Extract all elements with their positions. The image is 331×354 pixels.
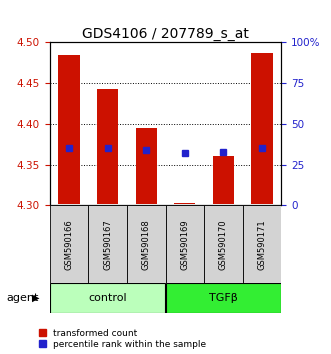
- Bar: [58, 55, 79, 204]
- Bar: [252, 53, 273, 204]
- Text: GSM590168: GSM590168: [142, 219, 151, 270]
- Text: GSM590167: GSM590167: [103, 219, 112, 270]
- Bar: [213, 156, 234, 204]
- Bar: [50, 205, 88, 283]
- Text: control: control: [88, 293, 127, 303]
- Text: GSM590170: GSM590170: [219, 219, 228, 270]
- Bar: [174, 203, 195, 204]
- Legend: transformed count, percentile rank within the sample: transformed count, percentile rank withi…: [38, 328, 207, 349]
- Bar: [166, 283, 281, 313]
- Bar: [88, 205, 127, 283]
- Bar: [166, 205, 204, 283]
- Text: GSM590166: GSM590166: [65, 219, 73, 270]
- Bar: [136, 128, 157, 204]
- Bar: [204, 205, 243, 283]
- Text: TGFβ: TGFβ: [209, 293, 238, 303]
- Text: GSM590169: GSM590169: [180, 219, 189, 270]
- Title: GDS4106 / 207789_s_at: GDS4106 / 207789_s_at: [82, 28, 249, 41]
- Bar: [127, 205, 166, 283]
- Bar: [243, 205, 281, 283]
- Text: agent: agent: [7, 293, 39, 303]
- Text: GSM590171: GSM590171: [258, 219, 266, 270]
- Bar: [50, 283, 166, 313]
- Text: ▶: ▶: [32, 293, 40, 303]
- Bar: [97, 89, 118, 204]
